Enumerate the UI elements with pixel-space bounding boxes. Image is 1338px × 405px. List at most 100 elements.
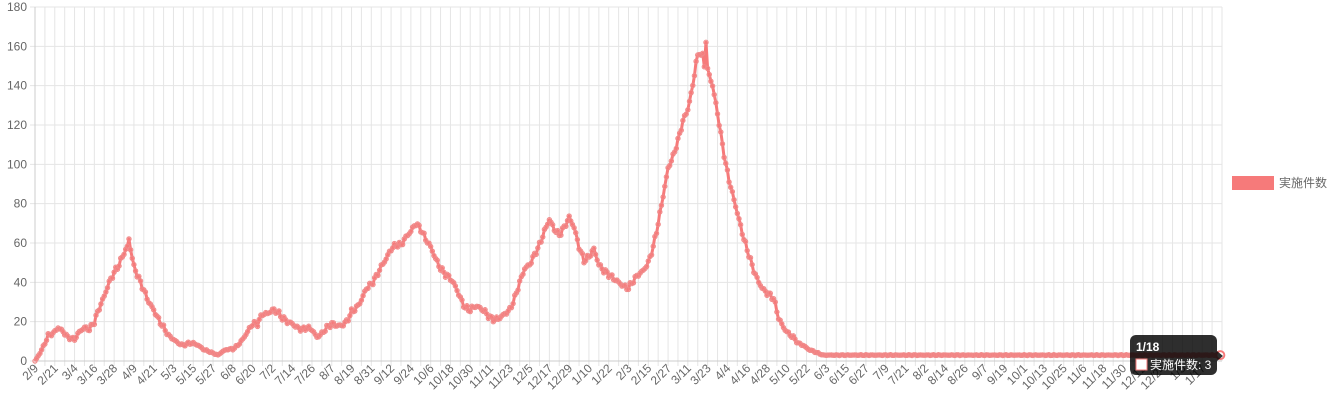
data-point[interactable] xyxy=(429,248,436,254)
data-point[interactable] xyxy=(625,286,632,293)
data-point[interactable] xyxy=(136,273,142,280)
data-point[interactable] xyxy=(714,111,721,117)
data-point[interactable] xyxy=(427,243,434,250)
data-point[interactable] xyxy=(688,89,694,96)
data-point[interactable] xyxy=(103,289,109,295)
data-point[interactable] xyxy=(452,283,459,289)
data-point[interactable] xyxy=(540,234,546,240)
data-point[interactable] xyxy=(32,358,38,364)
data-point[interactable] xyxy=(124,243,131,249)
data-point[interactable] xyxy=(749,261,755,268)
legend-swatch[interactable] xyxy=(1232,176,1274,190)
data-point[interactable] xyxy=(726,179,732,185)
data-point[interactable] xyxy=(86,327,93,334)
legend-label[interactable]: 実施件数 xyxy=(1279,175,1327,190)
data-point[interactable] xyxy=(554,227,561,234)
data-point[interactable] xyxy=(574,236,581,243)
data-point[interactable] xyxy=(416,222,422,229)
data-point[interactable] xyxy=(439,265,445,271)
data-point[interactable] xyxy=(73,334,79,341)
data-point[interactable] xyxy=(662,183,668,190)
data-point[interactable] xyxy=(604,269,610,275)
data-point[interactable] xyxy=(528,260,534,266)
data-point[interactable] xyxy=(454,287,460,294)
data-point[interactable] xyxy=(375,272,381,279)
data-point[interactable] xyxy=(630,280,637,286)
data-point[interactable] xyxy=(582,258,589,264)
data-point[interactable] xyxy=(693,58,699,65)
data-point[interactable] xyxy=(563,223,569,229)
data-point[interactable] xyxy=(459,297,465,303)
data-point[interactable] xyxy=(719,141,726,147)
data-point[interactable] xyxy=(446,272,452,279)
data-point[interactable] xyxy=(724,167,731,173)
data-point[interactable] xyxy=(464,303,470,309)
data-point[interactable] xyxy=(538,239,544,245)
data-point[interactable] xyxy=(167,333,173,339)
data-point[interactable] xyxy=(663,174,670,180)
data-point[interactable] xyxy=(131,261,137,268)
data-point[interactable] xyxy=(535,245,541,251)
data-point[interactable] xyxy=(708,78,714,84)
data-point[interactable] xyxy=(780,324,787,331)
data-point[interactable] xyxy=(699,50,706,56)
data-point[interactable] xyxy=(33,355,40,362)
data-point[interactable] xyxy=(737,222,744,228)
data-point[interactable] xyxy=(383,256,389,262)
data-point[interactable] xyxy=(566,213,572,219)
data-point[interactable] xyxy=(736,216,742,222)
data-point[interactable] xyxy=(734,210,741,217)
data-point[interactable] xyxy=(352,308,358,314)
data-point[interactable] xyxy=(127,247,134,253)
data-point[interactable] xyxy=(421,230,427,236)
data-point[interactable] xyxy=(645,258,651,264)
data-point[interactable] xyxy=(591,245,597,251)
data-point[interactable] xyxy=(111,269,117,275)
data-point[interactable] xyxy=(488,314,495,320)
data-point[interactable] xyxy=(655,221,661,228)
data-point[interactable] xyxy=(434,257,440,263)
data-point[interactable] xyxy=(276,308,282,314)
data-point[interactable] xyxy=(155,314,162,321)
data-point[interactable] xyxy=(254,323,261,330)
data-point[interactable] xyxy=(723,160,729,167)
data-point[interactable] xyxy=(767,290,773,296)
data-point[interactable] xyxy=(408,228,414,235)
data-point[interactable] xyxy=(678,127,684,133)
data-point[interactable] xyxy=(160,322,167,328)
data-point[interactable] xyxy=(675,135,681,142)
data-point[interactable] xyxy=(98,301,104,307)
data-point[interactable] xyxy=(732,204,739,210)
data-point[interactable] xyxy=(579,250,586,257)
data-point[interactable] xyxy=(121,251,127,258)
data-point[interactable] xyxy=(658,202,665,208)
data-point[interactable] xyxy=(718,129,724,135)
data-point[interactable] xyxy=(709,83,716,89)
data-point[interactable] xyxy=(650,243,656,249)
data-point[interactable] xyxy=(754,274,760,281)
data-point[interactable] xyxy=(660,194,666,200)
data-point[interactable] xyxy=(721,154,727,161)
data-point[interactable] xyxy=(772,299,778,305)
data-point[interactable] xyxy=(648,252,655,258)
data-point[interactable] xyxy=(558,232,564,238)
data-point[interactable] xyxy=(151,307,157,313)
data-point[interactable] xyxy=(691,73,698,79)
data-point[interactable] xyxy=(347,312,353,319)
data-point[interactable] xyxy=(137,278,144,284)
data-point[interactable] xyxy=(690,82,696,89)
data-point[interactable] xyxy=(622,282,628,288)
data-point[interactable] xyxy=(667,162,673,169)
data-point[interactable] xyxy=(573,230,579,236)
data-point[interactable] xyxy=(345,318,351,324)
data-point[interactable] xyxy=(774,309,780,315)
data-point[interactable] xyxy=(711,91,717,98)
data-point[interactable] xyxy=(549,222,556,228)
data-point[interactable] xyxy=(668,158,675,164)
data-point[interactable] xyxy=(653,230,660,237)
data-point[interactable] xyxy=(713,100,719,106)
data-point[interactable] xyxy=(91,321,98,328)
data-point[interactable] xyxy=(742,238,749,245)
data-point[interactable] xyxy=(516,278,523,284)
data-point[interactable] xyxy=(731,197,737,203)
